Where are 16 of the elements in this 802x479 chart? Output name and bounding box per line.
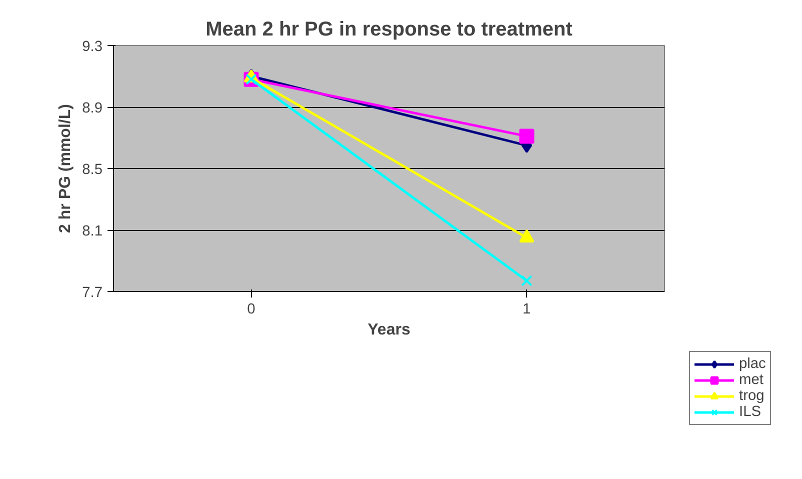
legend-label: met	[739, 372, 764, 388]
point	[519, 128, 534, 144]
y-tick-label: 8.9	[82, 100, 102, 116]
x-tick-label: 0	[247, 302, 256, 318]
chart-title: Mean 2 hr PG in response to treatment	[206, 18, 573, 40]
point	[521, 275, 532, 286]
legend-label: trog	[739, 388, 764, 404]
y-tick-label: 8.5	[82, 162, 102, 178]
y-tick-label: 7.7	[82, 285, 102, 301]
x-tick-label: 1	[522, 302, 531, 318]
legend-label: ILS	[739, 404, 761, 420]
y-tick-label: 8.1	[82, 224, 102, 240]
y-tick-label: 9.3	[82, 39, 102, 55]
legend-label: plac	[739, 356, 766, 372]
x-axis-title: Years	[368, 322, 410, 338]
y-axis-title: 2 hr PG (mmol/L)	[57, 104, 74, 233]
